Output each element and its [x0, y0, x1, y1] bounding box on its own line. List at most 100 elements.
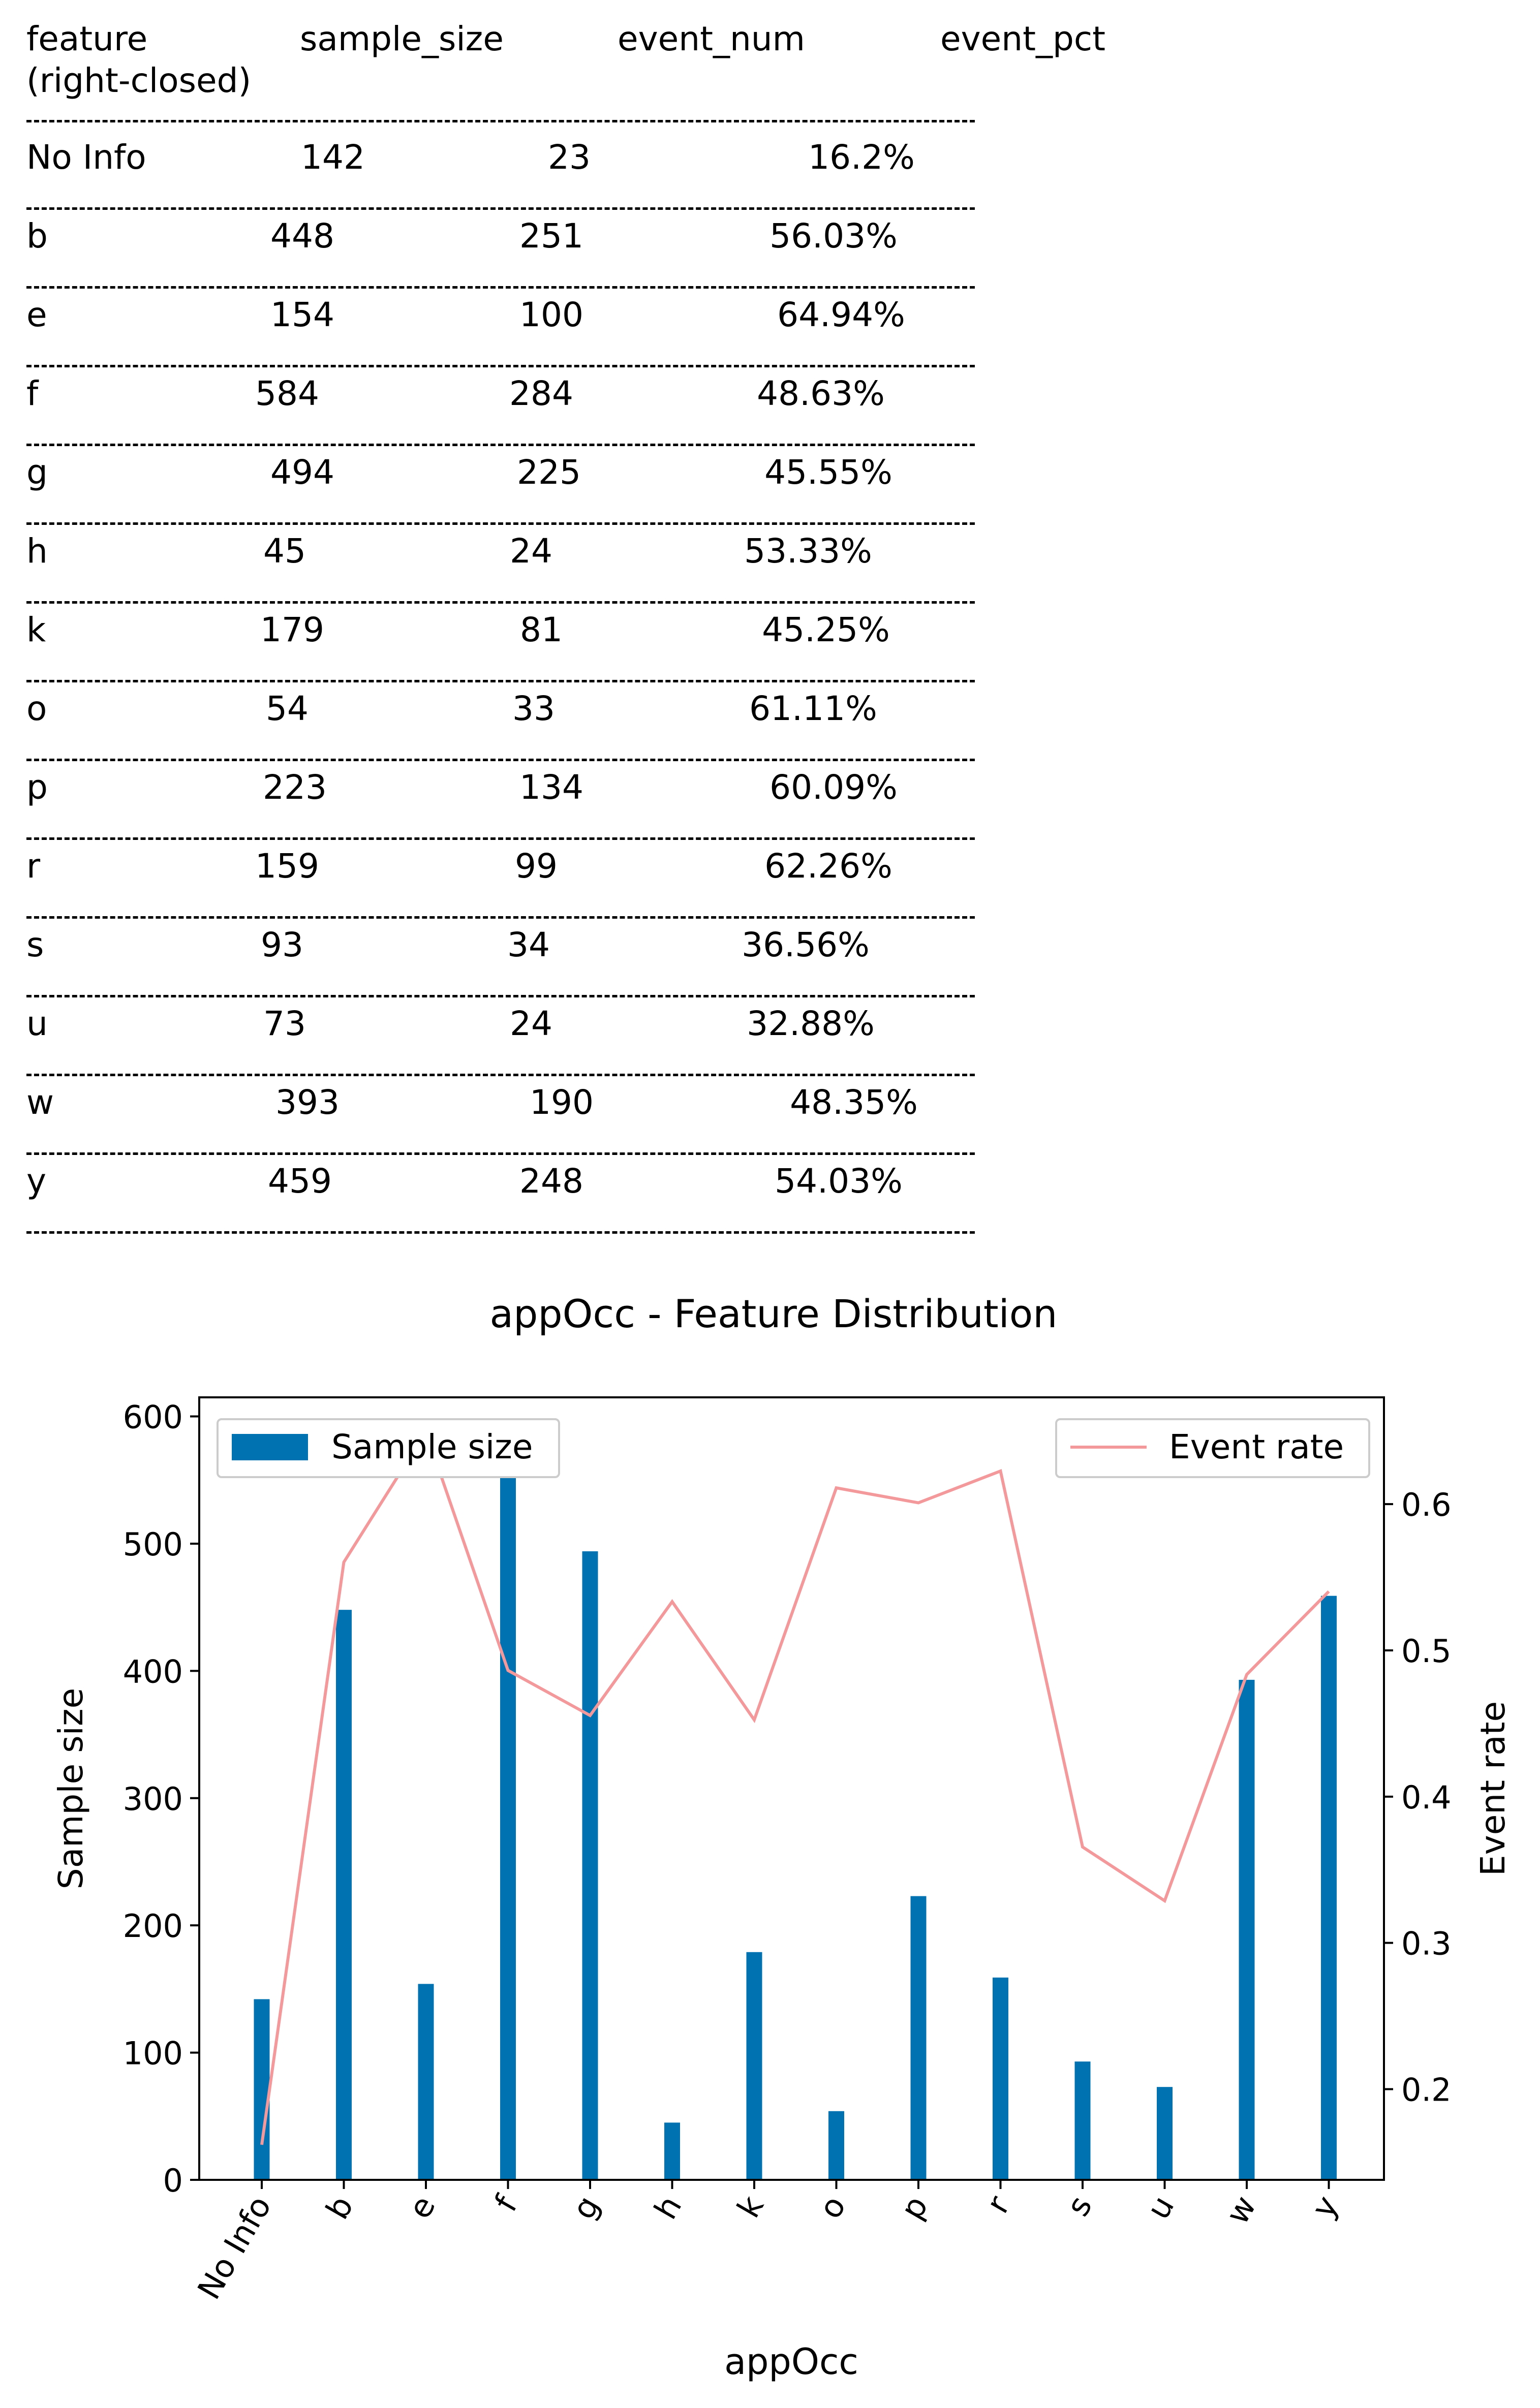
cell-feature: e [26, 295, 47, 334]
row-separator [26, 522, 975, 525]
cell-feature: p [26, 768, 48, 807]
bar [336, 1610, 352, 2180]
y-tick-label: 400 [123, 1653, 183, 1690]
bar [582, 1551, 598, 2180]
x-tick-label: g [565, 2190, 607, 2226]
cell-event-num: 248 [519, 1162, 583, 1201]
cell-feature: y [26, 1162, 47, 1201]
cell-sample-size: 494 [270, 453, 334, 492]
cell-event-num: 190 [530, 1083, 594, 1122]
bar [746, 1952, 762, 2180]
legend-bar-label: Sample size [331, 1427, 533, 1466]
cell-event-num: 134 [519, 768, 583, 807]
y2-tick-label: 0.5 [1401, 1633, 1452, 1670]
y2-tick-label: 0.4 [1401, 1779, 1452, 1816]
cell-feature: k [26, 610, 46, 649]
cell-event-num: 33 [512, 689, 555, 728]
cell-sample-size: 159 [255, 847, 319, 886]
row-separator [26, 837, 975, 840]
x-tick-label: r [979, 2190, 1018, 2219]
x-tick-label: o [811, 2190, 853, 2225]
x-tick-label: k [730, 2190, 771, 2224]
cell-event-num: 81 [520, 610, 563, 649]
cell-feature: b [26, 216, 48, 256]
header-event-num: event_num [618, 19, 805, 58]
bar [828, 2111, 844, 2180]
bar [993, 1977, 1008, 2180]
y-tick-label: 100 [123, 2035, 183, 2072]
header-event-pct: event_pct [940, 19, 1106, 58]
row-separator [26, 1074, 975, 1076]
cell-sample-size: 54 [266, 689, 309, 728]
legend-line: Event rate [1055, 1418, 1370, 1478]
cell-event-pct: 48.63% [757, 374, 885, 413]
y-tick-label: 0 [163, 2162, 183, 2199]
row-separator [26, 759, 975, 761]
y2-axis-label: Event rate [1473, 1701, 1513, 1876]
row-separator [26, 286, 975, 289]
row-separator [26, 444, 975, 446]
row-separator [26, 995, 975, 997]
y2-tick-label: 0.6 [1401, 1486, 1452, 1523]
row-separator [26, 365, 975, 367]
cell-sample-size: 179 [260, 610, 324, 649]
cell-sample-size: 459 [268, 1162, 332, 1201]
cell-event-pct: 53.33% [744, 531, 872, 571]
cell-event-num: 34 [507, 925, 550, 964]
feature-distribution-chart: appOcc - Feature Distribution 0 100 200 300… [51, 1291, 1513, 2383]
legend-bar-swatch [232, 1434, 308, 1460]
cell-event-pct: 60.09% [769, 768, 898, 807]
x-tick-label: p [893, 2190, 935, 2226]
y-tick-label: 300 [123, 1780, 183, 1818]
cell-event-num: 284 [509, 374, 573, 413]
cell-sample-size: 584 [255, 374, 319, 413]
cell-event-pct: 32.88% [747, 1004, 875, 1043]
cell-sample-size: 393 [275, 1083, 340, 1122]
cell-sample-size: 93 [261, 925, 303, 964]
left-axis-ticks: 0 100 200 300 400 500 600 [123, 1399, 199, 2199]
cell-sample-size: 223 [263, 768, 327, 807]
row-separator [26, 207, 975, 210]
header-sample-size: sample_size [300, 19, 504, 58]
cell-feature: r [26, 847, 41, 886]
cell-feature: w [26, 1083, 54, 1122]
x-tick-label: w [1218, 2190, 1264, 2230]
x-axis-ticks: No Info b e f g h k o p r s u w y [190, 2180, 1345, 2305]
cell-event-num: 100 [519, 295, 583, 334]
x-tick-label: h [647, 2190, 689, 2226]
cell-feature: u [26, 1004, 48, 1043]
row-separator [26, 680, 975, 682]
cell-event-pct: 36.56% [742, 925, 870, 964]
bar [1074, 2061, 1091, 2180]
cell-event-num: 99 [515, 847, 558, 886]
cell-event-pct: 61.11% [749, 689, 877, 728]
cell-event-pct: 54.03% [775, 1162, 903, 1201]
chart-title: appOcc - Feature Distribution [490, 1291, 1058, 1336]
x-tick-label: u [1139, 2190, 1182, 2226]
cell-event-num: 251 [519, 216, 583, 256]
cell-event-num: 24 [510, 531, 552, 571]
bars-layer [254, 1436, 1337, 2180]
x-tick-label: b [319, 2190, 361, 2226]
cell-event-pct: 16.2% [808, 138, 915, 177]
y-axis-label: Sample size [51, 1688, 90, 1889]
cell-feature: No Info [26, 138, 146, 177]
y-tick-label: 200 [123, 1907, 183, 1945]
cell-sample-size: 45 [263, 531, 306, 571]
cell-event-num: 24 [510, 1004, 552, 1043]
cell-feature: g [26, 453, 48, 492]
x-tick-label: e [401, 2190, 443, 2225]
bar [1239, 1679, 1255, 2180]
cell-feature: s [26, 925, 44, 964]
cell-event-pct: 45.55% [764, 453, 892, 492]
y-tick-label: 500 [123, 1526, 183, 1563]
row-separator [26, 601, 975, 604]
right-axis-ticks: 0.2 0.3 0.4 0.5 0.6 [1384, 1486, 1452, 2109]
legend-line-label: Event rate [1169, 1427, 1344, 1466]
row-separator [26, 1231, 975, 1234]
cell-event-pct: 56.03% [769, 216, 898, 256]
cell-feature: o [26, 689, 47, 728]
bar [1321, 1596, 1337, 2180]
cell-feature: f [26, 374, 39, 413]
y2-tick-label: 0.2 [1401, 2072, 1452, 2109]
